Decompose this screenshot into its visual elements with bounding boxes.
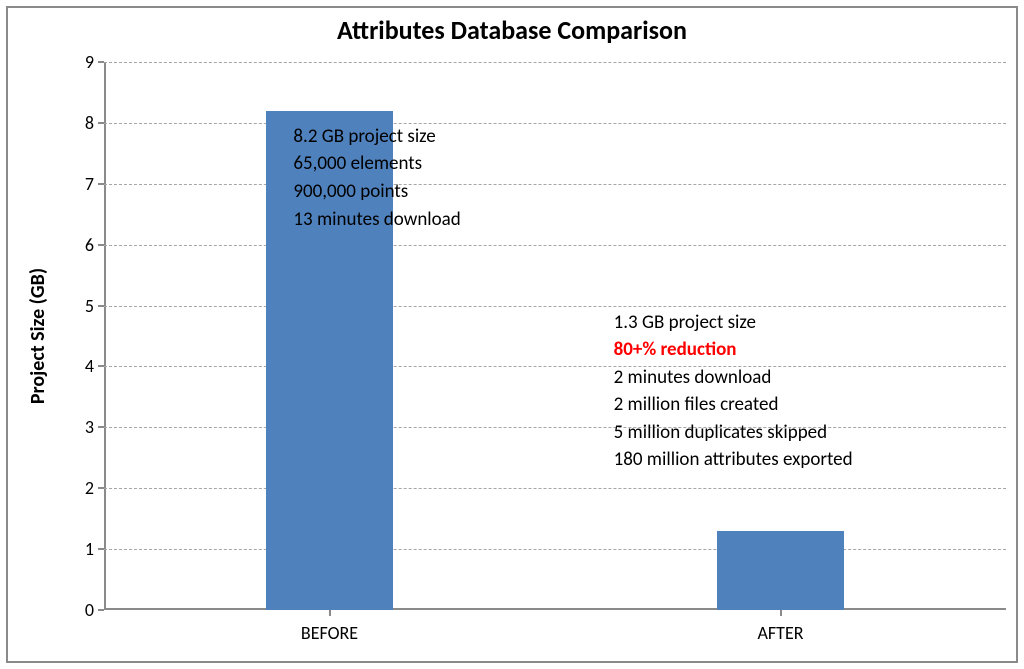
- y-tick-mark: [98, 61, 104, 63]
- y-tick-mark: [98, 244, 104, 246]
- gridline: [104, 549, 1006, 550]
- y-tick-label: 9: [70, 51, 94, 73]
- y-tick-label: 7: [70, 173, 94, 195]
- annotation-line: 13 minutes download: [293, 206, 460, 234]
- gridline: [104, 245, 1006, 246]
- y-tick-mark: [98, 487, 104, 489]
- annotation-line: 2 million files created: [614, 391, 853, 419]
- annotation-line: 8.2 GB project size: [293, 123, 460, 151]
- annotation-line: 900,000 points: [293, 178, 460, 206]
- y-tick-mark: [98, 305, 104, 307]
- gridline: [104, 184, 1006, 185]
- gridline: [104, 123, 1006, 124]
- bar: [717, 531, 843, 610]
- x-tick-mark: [329, 610, 331, 616]
- y-tick-label: 3: [70, 416, 94, 438]
- y-tick-label: 2: [70, 477, 94, 499]
- y-axis-line: [104, 62, 106, 610]
- y-tick-label: 1: [70, 538, 94, 560]
- annotation-line: 180 million attributes exported: [614, 446, 853, 474]
- annotation-line: 5 million duplicates skipped: [614, 419, 853, 447]
- gridline: [104, 62, 1006, 63]
- y-tick-label: 0: [70, 599, 94, 621]
- plot-area: 8.2 GB project size65,000 elements900,00…: [104, 62, 1006, 610]
- annotation-line: 65,000 elements: [293, 150, 460, 178]
- y-tick-label: 8: [70, 112, 94, 134]
- chart-title: Attributes Database Comparison: [8, 14, 1016, 46]
- chart-container: Attributes Database Comparison Project S…: [6, 6, 1018, 663]
- y-tick-mark: [98, 183, 104, 185]
- y-tick-label: 6: [70, 234, 94, 256]
- gridline: [104, 306, 1006, 307]
- y-tick-label: 5: [70, 295, 94, 317]
- annotation-line: 2 minutes download: [614, 364, 853, 392]
- gridline: [104, 427, 1006, 428]
- annotation-after: 1.3 GB project size80+% reduction2 minut…: [614, 309, 853, 474]
- annotation-before: 8.2 GB project size65,000 elements900,00…: [293, 123, 460, 233]
- x-tick-mark: [780, 610, 782, 616]
- x-tick-label: AFTER: [681, 622, 881, 644]
- y-tick-label: 4: [70, 355, 94, 377]
- gridline: [104, 488, 1006, 489]
- y-axis-title: Project Size (GB): [26, 268, 50, 404]
- gridline: [104, 366, 1006, 367]
- y-tick-mark: [98, 365, 104, 367]
- y-tick-mark: [98, 122, 104, 124]
- y-tick-mark: [98, 548, 104, 550]
- x-axis-line: [104, 608, 1006, 610]
- annotation-line: 80+% reduction: [614, 336, 853, 364]
- y-tick-mark: [98, 609, 104, 611]
- x-tick-label: BEFORE: [230, 622, 430, 644]
- y-tick-mark: [98, 426, 104, 428]
- annotation-line: 1.3 GB project size: [614, 309, 853, 337]
